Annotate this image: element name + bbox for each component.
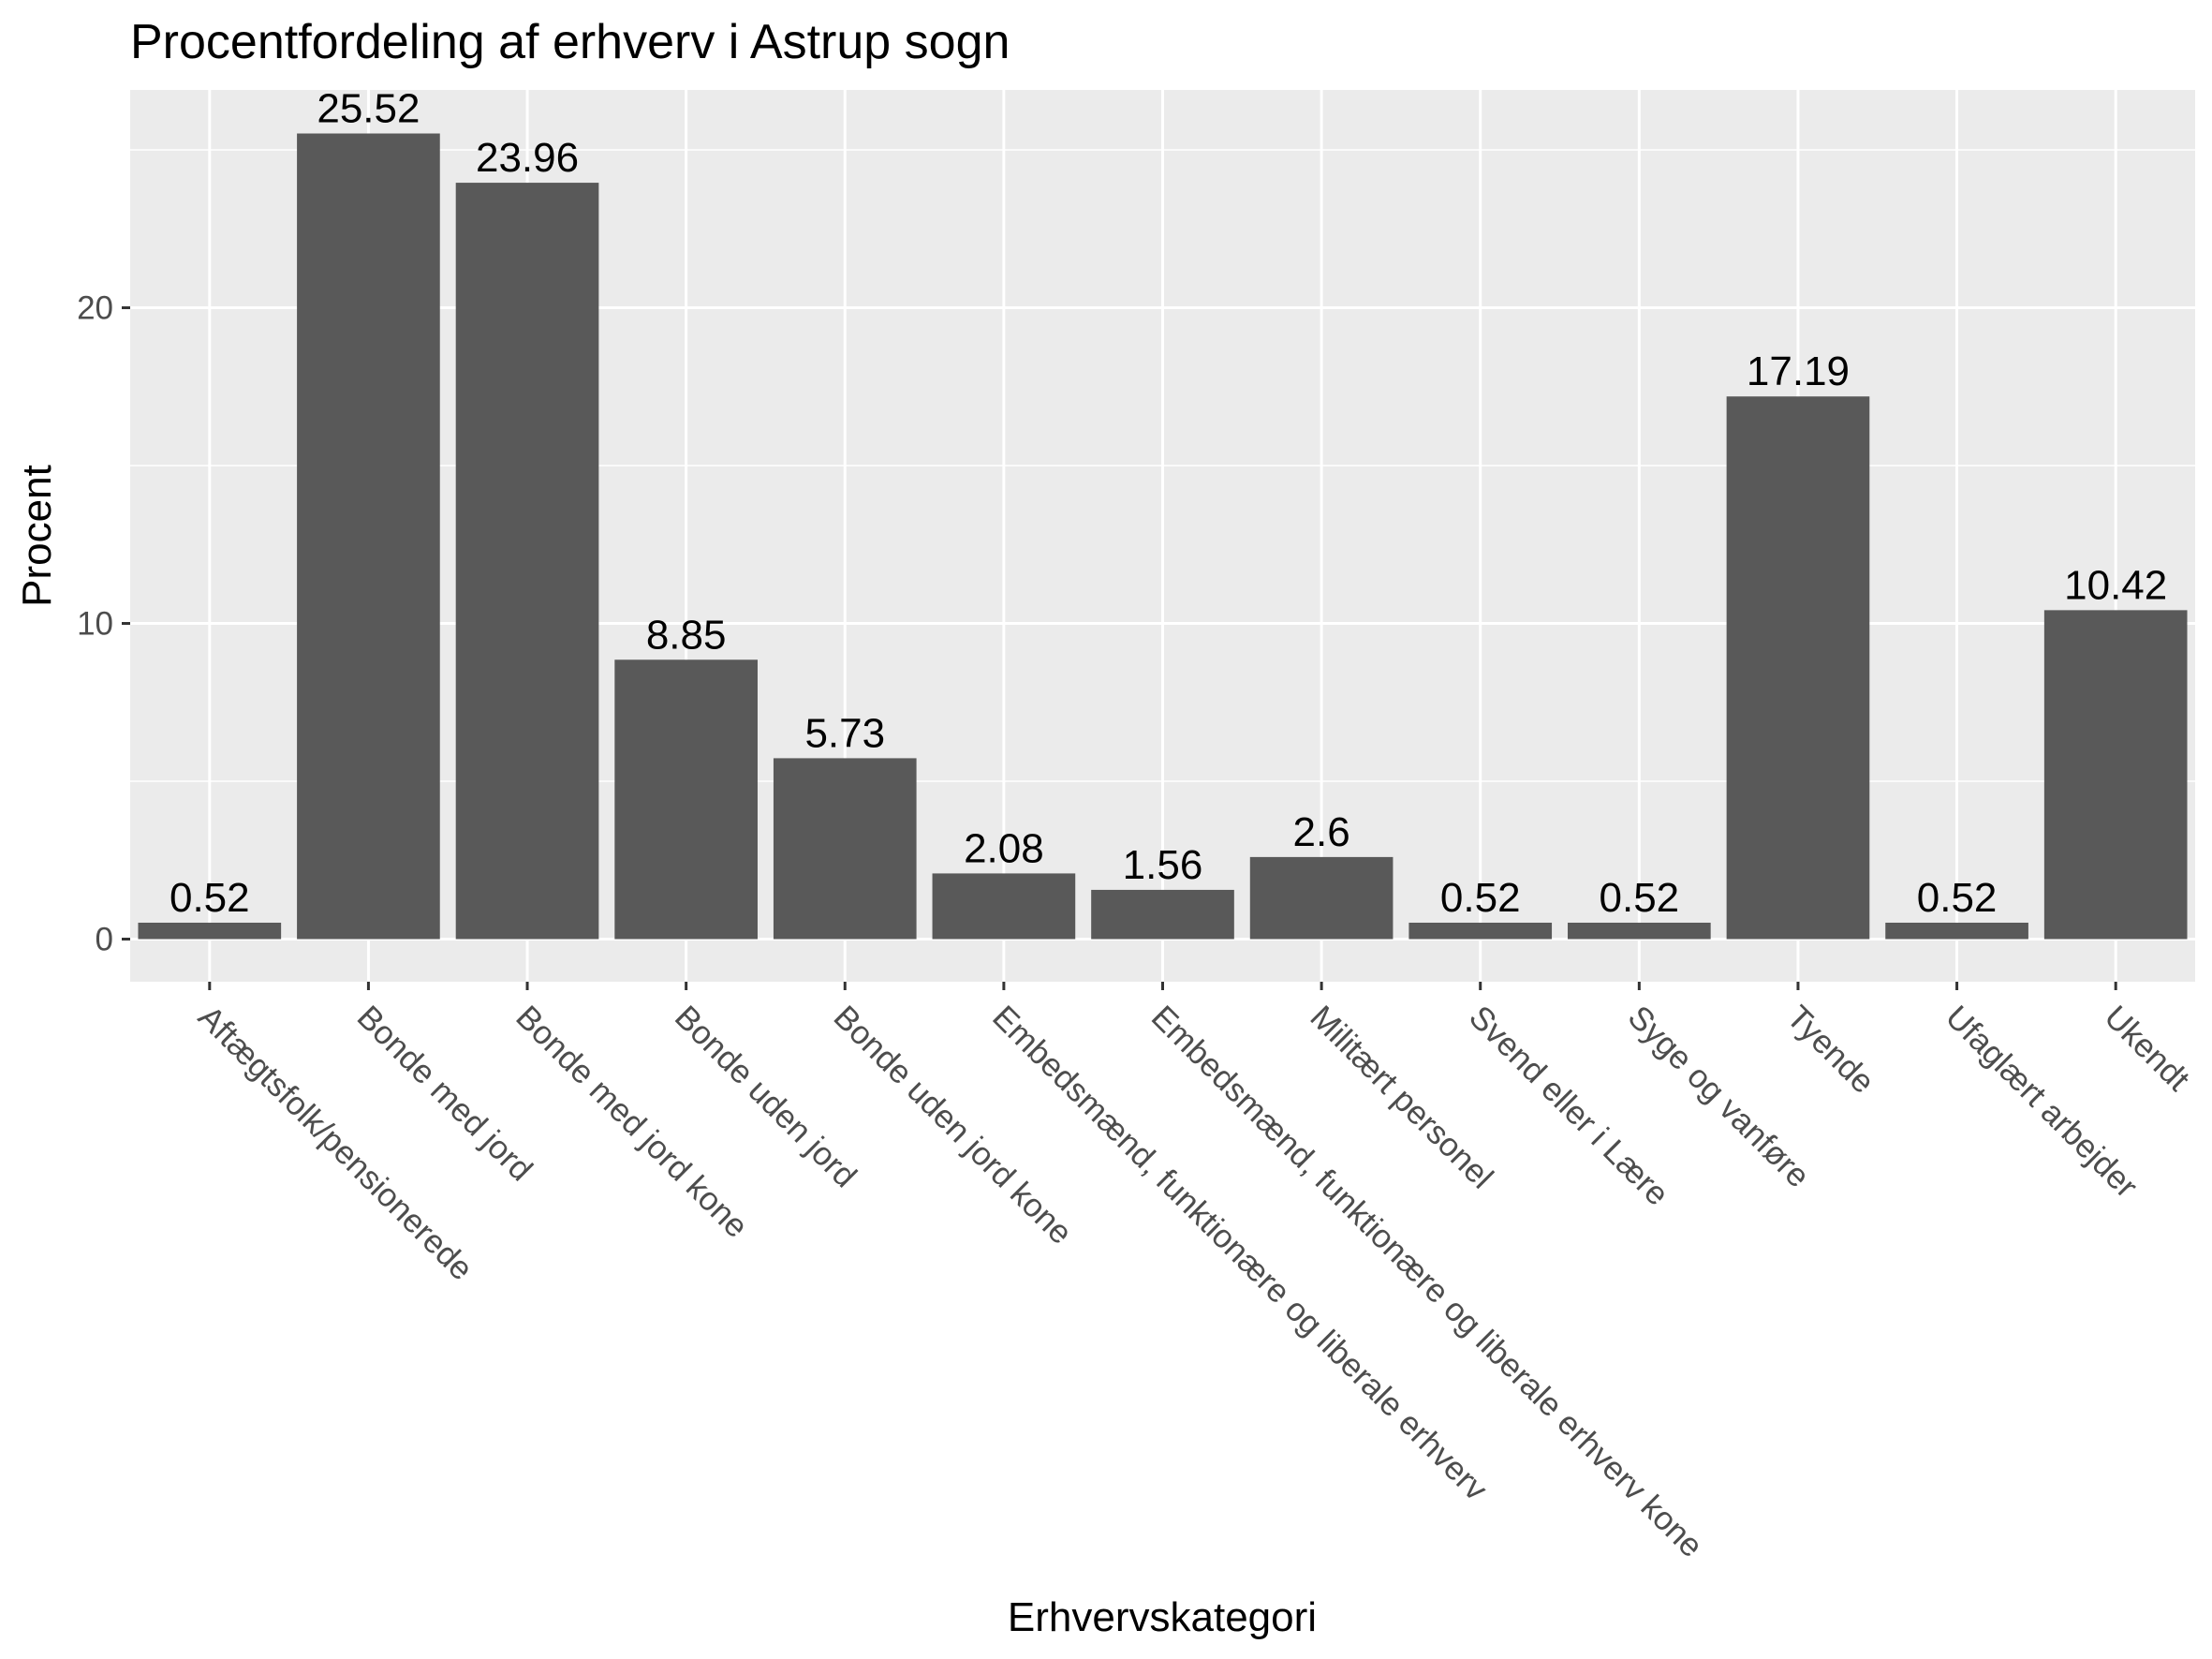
bar	[773, 758, 917, 940]
bar	[1091, 889, 1234, 940]
x-axis-title: Erhvervskategori	[1008, 1594, 1317, 1640]
bar	[1249, 856, 1394, 940]
value-label: 0.52	[1600, 875, 1680, 921]
bar	[1726, 396, 1870, 940]
bar	[932, 873, 1076, 940]
value-label: 1.56	[1123, 842, 1203, 888]
bar	[297, 133, 440, 940]
x-tick-label: Tyende	[1779, 999, 1881, 1101]
value-label: 10.42	[2064, 562, 2167, 608]
x-tick-label: Ukendt	[2098, 999, 2197, 1098]
y-tick-label: 0	[96, 922, 113, 958]
bar	[2043, 610, 2188, 940]
bar	[1408, 922, 1553, 940]
value-label: 25.52	[317, 86, 420, 132]
value-label: 2.08	[964, 825, 1044, 871]
bar	[455, 183, 599, 940]
value-label: 17.19	[1747, 348, 1850, 394]
x-tick-label: Aftægtsfolk/pensionerede	[191, 999, 479, 1287]
bars	[138, 133, 2188, 940]
x-tick-label: Embedsmænd, funktionære og liberale erhv…	[1144, 999, 1710, 1564]
bar	[1885, 922, 2028, 940]
chart-title: Procentfordeling af erhverv i Astrup sog…	[130, 15, 1010, 69]
bar	[614, 659, 758, 940]
value-label: 8.85	[646, 612, 727, 658]
y-tick-label: 20	[77, 290, 113, 327]
value-label: 0.52	[1917, 875, 1998, 921]
value-labels: 0.52 25.52 23.96 8.85 5.73 2.08 1.56 2.6 0.52 0.5…	[170, 86, 2167, 921]
y-axis-title: Procent	[14, 465, 60, 607]
y-tick-label: 10	[77, 606, 113, 643]
bar	[1568, 922, 1711, 940]
value-label: 2.6	[1293, 809, 1350, 855]
value-label: 0.52	[1440, 875, 1521, 921]
value-label: 5.73	[804, 710, 885, 756]
y-axis: 0 10 20	[77, 290, 130, 958]
value-label: 23.96	[476, 135, 579, 181]
value-label: 0.52	[170, 875, 250, 921]
bar	[138, 922, 282, 940]
